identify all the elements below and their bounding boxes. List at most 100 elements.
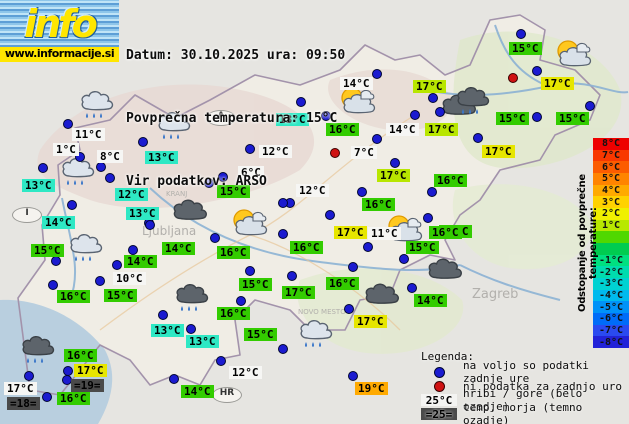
station-temp-label: 13°C bbox=[276, 113, 309, 126]
scale-cell: -7°C bbox=[593, 324, 629, 337]
station-dot-blue bbox=[390, 158, 400, 168]
site-url-link[interactable]: www.informacije.si bbox=[0, 47, 119, 62]
station-temp-label: 11°C bbox=[72, 128, 105, 141]
legend-item-text: na voljo so podatki zadnje ure bbox=[463, 359, 589, 385]
legend-marker-dark-box: =25= bbox=[421, 408, 457, 421]
scale-cell: 2°C bbox=[593, 208, 629, 220]
station-temp-label: 11°C bbox=[368, 227, 401, 240]
station-temp-label: =18= bbox=[7, 397, 40, 410]
scale-cell: -4°C bbox=[593, 289, 629, 302]
scale-cell: 1°C bbox=[593, 219, 629, 232]
dark-cloud-icon bbox=[425, 255, 465, 285]
station-temp-label: 16°C bbox=[290, 241, 323, 254]
station-dot-blue bbox=[210, 233, 220, 243]
station-dot-blue bbox=[42, 392, 52, 402]
station-dot-blue bbox=[410, 110, 420, 120]
legend-marker-blue-dot bbox=[421, 366, 457, 378]
dark-cloud-icon bbox=[170, 196, 210, 226]
station-temp-label: 17°C bbox=[334, 226, 367, 239]
station-temp-label: 14°C bbox=[414, 294, 447, 307]
station-dot-blue bbox=[363, 242, 373, 252]
city-label: KRANJ bbox=[166, 190, 188, 198]
station-temp-label: 8°C bbox=[97, 150, 123, 163]
station-dot-blue bbox=[169, 374, 179, 384]
blue-dot-icon bbox=[433, 366, 445, 378]
rain-cloud-icon bbox=[155, 109, 193, 145]
station-dot-blue bbox=[158, 310, 168, 320]
legend-item: 25°C hribi / gore (belo ozadje) bbox=[421, 387, 629, 413]
map-sign: I bbox=[12, 207, 42, 223]
map-sign: A bbox=[206, 110, 236, 126]
station-dot-blue bbox=[532, 112, 542, 122]
station-dot-blue bbox=[218, 172, 228, 182]
red-dot-icon bbox=[433, 380, 445, 392]
header-source-line: Vir podatkov: ARSO bbox=[126, 174, 267, 189]
scale-cell bbox=[593, 243, 629, 255]
station-temp-label: 15°C bbox=[31, 244, 64, 257]
station-temp-label: 15°C bbox=[244, 328, 277, 341]
map-sign: HR bbox=[212, 387, 242, 403]
sun-cloud-icon bbox=[550, 38, 592, 74]
station-dot-blue bbox=[372, 69, 382, 79]
station-dot-blue bbox=[145, 220, 155, 230]
station-temp-label: 16°C bbox=[57, 290, 90, 303]
station-dot-blue bbox=[67, 200, 77, 210]
station-dot-blue bbox=[245, 144, 255, 154]
station-temp-label: =19= bbox=[71, 379, 104, 392]
scale-cell: -1°C bbox=[593, 254, 629, 267]
scale-cell: 8°C bbox=[593, 138, 629, 150]
station-dot-blue bbox=[24, 371, 34, 381]
legend-marker-white-box: 25°C bbox=[421, 394, 457, 407]
station-temp-label: 10°C bbox=[113, 272, 146, 285]
station-temp-label: 17°C bbox=[482, 145, 515, 158]
dark-rain-cloud-icon bbox=[19, 333, 57, 369]
rain-cloud-icon bbox=[67, 231, 105, 267]
station-dot-blue bbox=[532, 66, 542, 76]
station-temp-label: 13°C bbox=[151, 324, 184, 337]
station-temp-label: 14°C bbox=[162, 242, 195, 255]
station-temp-label: 15°C bbox=[556, 112, 589, 125]
station-dot-blue bbox=[516, 29, 526, 39]
station-dot-blue bbox=[95, 276, 105, 286]
station-temp-label: 17°C bbox=[74, 364, 107, 377]
scale-cell bbox=[593, 231, 629, 244]
station-temp-label: 16°C bbox=[429, 226, 462, 239]
legend-rows: na voljo so podatki zadnje ure ni podatka… bbox=[421, 359, 629, 424]
legend: Legenda: na voljo so podatki zadnje ure n… bbox=[421, 350, 629, 424]
station-dot-blue bbox=[204, 178, 214, 188]
station-dot-blue bbox=[372, 134, 382, 144]
station-temp-label: 17°C bbox=[4, 382, 37, 395]
station-temp-label: 14°C bbox=[181, 385, 214, 398]
station-dot-blue bbox=[278, 198, 288, 208]
scale-cell: -2°C bbox=[593, 266, 629, 279]
station-temp-label: 7°C bbox=[351, 146, 377, 159]
report-header: Datum: 30.10.2025 ura: 09:50 Povprečna t… bbox=[126, 3, 345, 234]
scale-cell: 4°C bbox=[593, 184, 629, 197]
rain-cloud-icon bbox=[78, 88, 116, 124]
dark-rain-cloud-icon bbox=[454, 84, 492, 120]
scale-colorbar: 8°C 7°C 6°C 5°C 4°C 3°C 2°C 1°C -1°C -2°C -3°C -4°C… bbox=[593, 138, 629, 349]
logo-stripes: info bbox=[0, 0, 119, 47]
city-label: Zagreb bbox=[472, 287, 519, 302]
dark-rain-cloud-icon bbox=[173, 281, 211, 317]
station-dot-blue bbox=[296, 97, 306, 107]
scale-cell: -3°C bbox=[593, 278, 629, 290]
station-temp-label: 12°C bbox=[296, 184, 329, 197]
station-dot-blue bbox=[321, 111, 331, 121]
station-temp-label: 16°C bbox=[217, 246, 250, 259]
station-dot-blue bbox=[435, 107, 445, 117]
station-dot-blue bbox=[407, 283, 417, 293]
station-dot-blue bbox=[427, 187, 437, 197]
scale-cell: 5°C bbox=[593, 173, 629, 185]
station-temp-label: 14°C bbox=[124, 255, 157, 268]
dark-cloud-icon bbox=[362, 280, 402, 310]
scale-cell: 3°C bbox=[593, 196, 629, 209]
station-dot-blue bbox=[105, 173, 115, 183]
station-dot-blue bbox=[325, 210, 335, 220]
station-temp-label: 1°C bbox=[53, 143, 79, 156]
station-temp-label: 15°C bbox=[239, 278, 272, 291]
scale-cell: 7°C bbox=[593, 149, 629, 162]
legend-marker-red-dot bbox=[421, 380, 457, 392]
station-dot-blue bbox=[245, 266, 255, 276]
